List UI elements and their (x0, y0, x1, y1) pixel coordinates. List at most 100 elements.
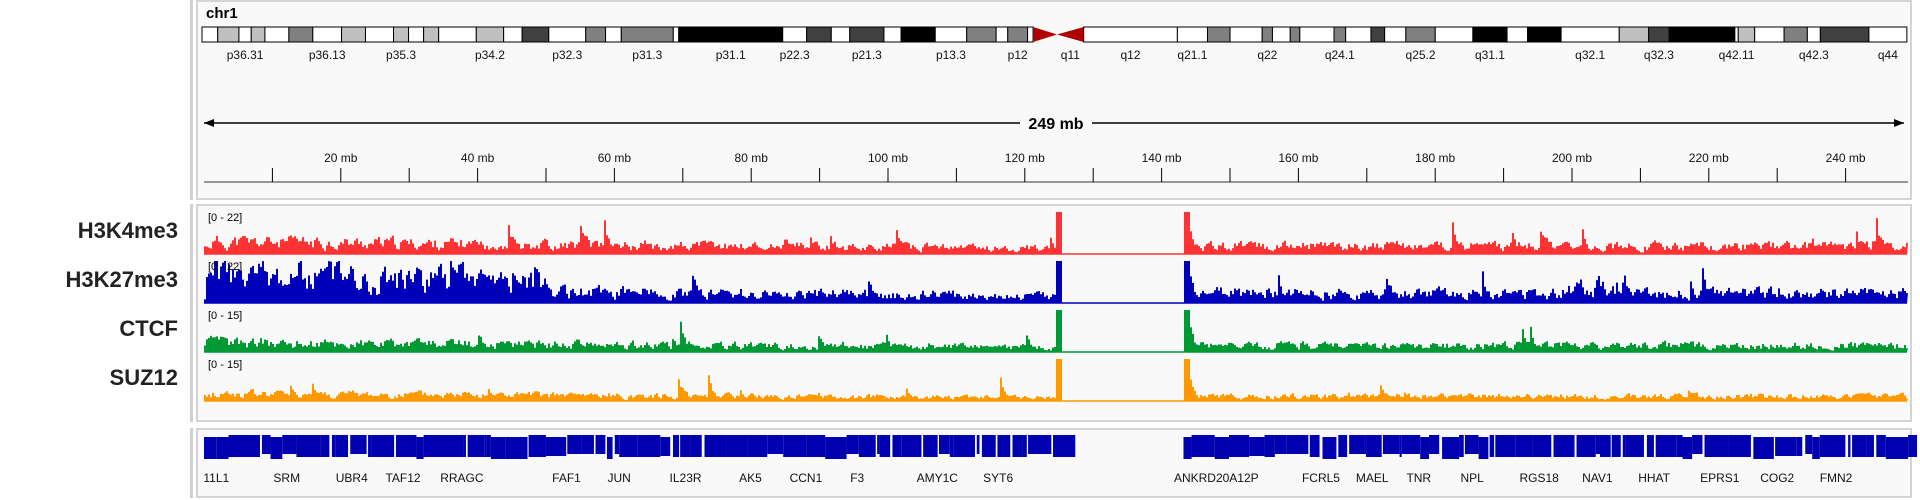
gene-feature (997, 435, 1011, 457)
cytoband-label: q12 (1121, 48, 1141, 62)
cytoband-p36.13 (312, 26, 343, 43)
gene-label: AMY1C (917, 471, 959, 485)
data-tracks-panel[interactable]: [0 - 22] [0 - 22] [0 - 15] [0 - 15] (196, 204, 1912, 422)
cytoband-q24.2 (1345, 26, 1372, 43)
track-name-h3k4me3[interactable]: H3K4me3 (77, 218, 178, 243)
gene-feature (1364, 435, 1367, 454)
cytoband-q31.3 (1527, 26, 1562, 43)
gene-label: ANKRD20A12P (1174, 471, 1259, 485)
gene-feature (320, 435, 330, 457)
gene-feature (1822, 435, 1846, 457)
gene-feature (1459, 435, 1464, 457)
gene-feature (747, 435, 768, 457)
cytoband-p13.1 (995, 26, 1009, 43)
gene-feature (825, 437, 847, 459)
cytoband-label: p13.3 (936, 48, 966, 62)
cytoband-label: p32.3 (552, 48, 582, 62)
name-panel-divider[interactable] (190, 428, 193, 498)
gene-feature (1338, 435, 1348, 457)
gene-feature (1249, 437, 1265, 456)
cytoband-label: p22.3 (780, 48, 810, 62)
gene-label: F3 (850, 471, 864, 485)
gene-track-panel[interactable]: 11L1 SRM UBR4 TAF12 RRAGC FAF1 JUN IL23R AK5 CCN1… (196, 428, 1918, 500)
cytoband-q32.1 (1560, 26, 1620, 43)
gene-track[interactable]: 11L1 SRM UBR4 TAF12 RRAGC FAF1 JUN IL23R AK5 CCN1… (198, 430, 1918, 500)
cytoband-q42.2 (1783, 26, 1808, 43)
gene-feature (726, 435, 748, 457)
ruler-tick-label: 80 mb (735, 151, 769, 165)
cytoband-q24.3 (1370, 26, 1386, 43)
gene-feature (879, 435, 891, 457)
signal-tracks[interactable]: [0 - 22] [0 - 22] [0 - 15] [0 - 15] (198, 206, 1914, 424)
cytoband-p12 (1007, 26, 1029, 43)
track-name-ctcf[interactable]: CTCF (119, 316, 178, 341)
gene-feature (204, 437, 217, 459)
gene-feature (1274, 435, 1287, 454)
cytoband-p21.2 (883, 26, 902, 43)
track-name-suz12[interactable]: SUZ12 (109, 365, 178, 390)
gene-feature (637, 435, 661, 457)
gene-label: COG2 (1760, 471, 1794, 485)
gene-feature (938, 435, 950, 454)
span-label: 249 mb (1028, 116, 1083, 133)
gene-feature (1595, 435, 1600, 454)
cytoband-p33 (521, 26, 550, 43)
gene-feature (1819, 435, 1823, 457)
centromere-p11.1 (1033, 27, 1057, 42)
gene-label: TNR (1406, 471, 1431, 485)
span-label-bg (1020, 113, 1092, 133)
gene-feature (368, 435, 372, 457)
gene-feature (1366, 435, 1382, 457)
cytoband-q31.1 (1472, 26, 1508, 43)
cytoband-label: p12 (1008, 48, 1028, 62)
ruler-tick-label: 120 mb (1005, 151, 1045, 165)
gene-feature (1848, 435, 1851, 457)
name-panel-divider[interactable] (190, 0, 193, 200)
gene-feature (490, 437, 506, 459)
cytoband-p31.1 (678, 26, 784, 43)
cytoband-q21.1 (1176, 26, 1208, 43)
cytoband-q21.2 (1206, 26, 1231, 43)
gene-feature (1053, 435, 1076, 457)
gene-feature (1022, 435, 1027, 457)
name-panel-divider[interactable] (190, 204, 193, 422)
cytoband-p11.2 (1027, 26, 1034, 43)
gene-label: NPL (1460, 471, 1484, 485)
gene-feature (606, 437, 613, 459)
gene-feature (1183, 437, 1192, 459)
gene-feature (1191, 435, 1215, 457)
gene-feature (486, 435, 491, 457)
cytoband-q25.3 (1434, 26, 1474, 43)
ruler-panel: chr1 p36.31 p36.13 p35.3 p34.2 p32.3 p31.3 p31… (196, 0, 1912, 200)
gene-feature (1682, 437, 1693, 459)
gene-feature (877, 435, 880, 454)
gene-label: IL23R (670, 471, 702, 485)
gene-feature (1775, 437, 1797, 456)
cytoband-q43 (1819, 26, 1870, 43)
cytoband-q23.2 (1289, 26, 1301, 43)
gene-feature (901, 435, 922, 457)
gene-feature (442, 435, 464, 457)
gene-feature (806, 435, 826, 457)
ruler-tick-label: 180 mb (1415, 151, 1455, 165)
track-name-h3k27me3[interactable]: H3K27me3 (65, 267, 178, 292)
gene-feature (581, 435, 594, 454)
cytoband-label: p34.2 (475, 48, 505, 62)
gene-feature (1876, 435, 1886, 457)
gene-feature (923, 435, 938, 457)
gene-label: JUN (608, 471, 631, 485)
cytoband-label: q24.1 (1325, 48, 1355, 62)
gene-feature (1704, 435, 1729, 457)
gene-feature (331, 435, 336, 457)
gene-feature (949, 435, 954, 457)
cytoband-p34.1 (503, 26, 523, 43)
cytoband-label: p21.3 (852, 48, 882, 62)
gene-feature (423, 435, 443, 457)
cytoband-q44 (1868, 26, 1908, 43)
cytoband-q23.3 (1299, 26, 1335, 43)
cytoband-p13.2 (966, 26, 997, 43)
gene-label: SRM (273, 471, 300, 485)
gene-feature (846, 435, 859, 454)
cytoband-label: q32.3 (1644, 48, 1674, 62)
ideogram-and-ruler[interactable]: p36.31 p36.13 p35.3 p34.2 p32.3 p31.3 p31.1 p22… (198, 2, 1914, 202)
